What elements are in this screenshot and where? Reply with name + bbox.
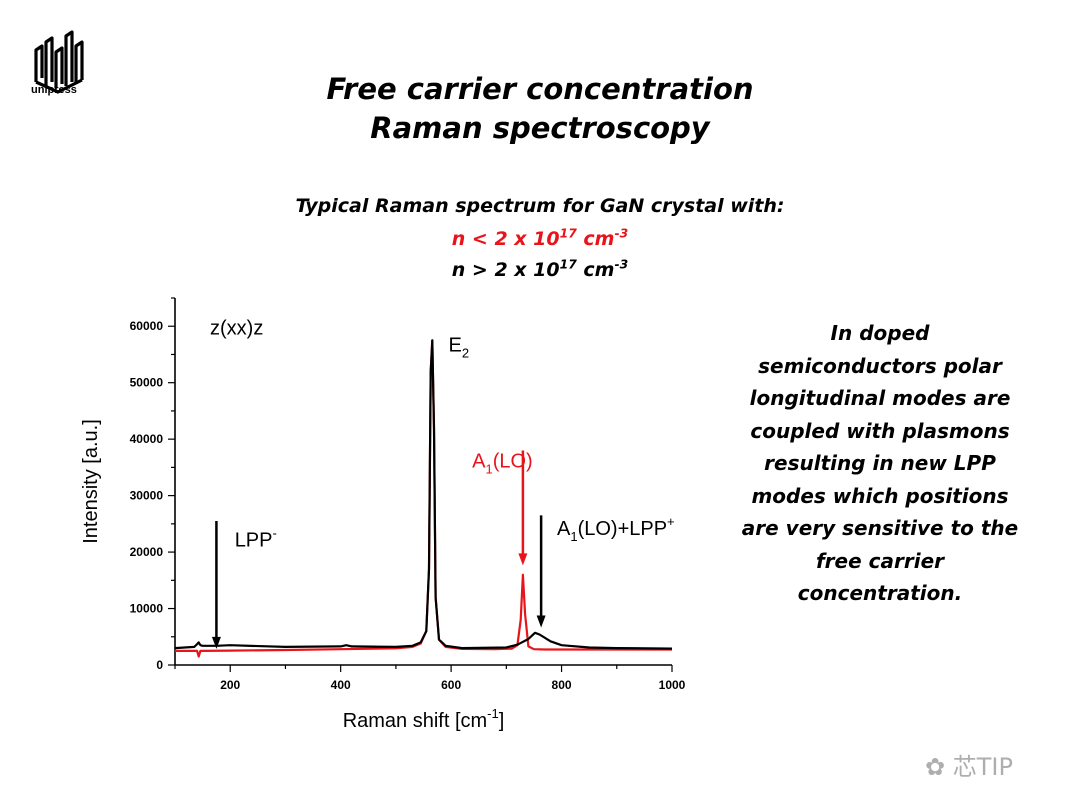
logo-text: unipress — [31, 84, 77, 96]
side-note-line: semiconductors polar — [758, 353, 1002, 378]
a1lo-red-label: A1(LO) — [472, 450, 533, 476]
a1lo-lpp-label: A1(LO)+LPP+ — [557, 514, 675, 544]
y-tick-label: 10000 — [130, 602, 164, 616]
spectrum-black-line — [174, 339, 673, 650]
x-tick-label: 800 — [552, 678, 572, 692]
y-tick-label: 20000 — [130, 545, 164, 559]
x-tick-label: 600 — [441, 678, 461, 692]
side-note-line: coupled with plasmons — [750, 418, 1010, 443]
side-note-line: longitudinal modes are — [749, 386, 1011, 410]
side-note-line: free carrier — [815, 548, 945, 573]
geometry-label: z(xx)z — [210, 318, 263, 340]
subtitle-black-line: n > 2 x 1017 cm-3 — [451, 257, 629, 281]
y-axis-label: Intensity [a.u.] — [80, 419, 102, 544]
side-note-line: are very sensitive to the — [741, 516, 1019, 540]
arrow-1-head — [518, 553, 528, 566]
side-note-line: resulting in new LPP — [764, 451, 996, 475]
x-axis-label: Raman shift [cm-1] — [343, 706, 505, 732]
x-tick-label: 400 — [331, 678, 351, 692]
spectrum-red-line — [175, 339, 672, 658]
y-tick-label: 40000 — [130, 432, 164, 446]
watermark: ✿ 芯TIP — [925, 753, 1013, 781]
y-tick-label: 50000 — [130, 376, 164, 390]
y-tick-label: 30000 — [130, 489, 164, 503]
side-note-line: In doped — [830, 321, 930, 345]
subtitle-red-line: n < 2 x 1017 cm-3 — [451, 226, 629, 250]
arrow-0-head — [211, 636, 221, 649]
y-tick-label: 60000 — [130, 319, 164, 333]
title-line-1: Free carrier concentration — [326, 72, 754, 106]
arrow-2-head — [536, 615, 546, 628]
x-tick-label: 1000 — [659, 678, 686, 692]
x-tick-label: 200 — [220, 678, 240, 692]
unipress-logo — [34, 30, 84, 94]
lpp-minus-label: LPP- — [235, 525, 277, 551]
y-tick-label: 0 — [156, 658, 163, 672]
side-note: In doped semiconductors polar longitudin… — [740, 317, 1020, 610]
title-line-2: Raman spectroscopy — [370, 111, 710, 145]
e2-label: E2 — [449, 335, 470, 361]
wechat-icon: ✿ — [925, 753, 953, 781]
side-note-line: concentration. — [797, 581, 963, 605]
side-note-line: modes which positions — [751, 483, 1009, 508]
subtitle-line-1: Typical Raman spectrum for GaN crystal w… — [295, 195, 785, 217]
